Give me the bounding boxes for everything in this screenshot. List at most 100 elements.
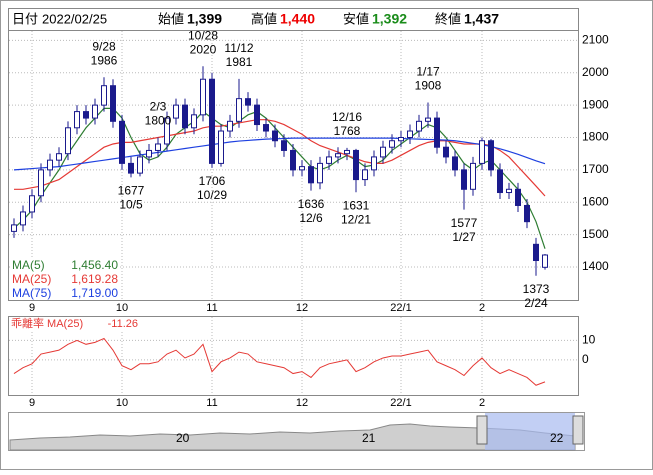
date: 2022/02/25 xyxy=(42,11,107,26)
x-tick-label: 2 xyxy=(479,302,485,314)
candle-body xyxy=(443,146,449,158)
deviation-line xyxy=(13,337,546,386)
annotation-date: 12/6 xyxy=(299,211,323,225)
candle-body xyxy=(317,162,323,184)
candle-body xyxy=(173,104,179,119)
annotation-value: 1768 xyxy=(334,124,361,138)
candle-body xyxy=(200,78,206,116)
candle-body xyxy=(74,111,80,129)
candle-body xyxy=(101,85,107,106)
candle-body xyxy=(128,162,134,174)
annotation-value: 1577 xyxy=(451,216,478,230)
candle-body xyxy=(524,204,530,223)
low: 1,392 xyxy=(372,11,407,27)
navigator-selection xyxy=(485,413,575,450)
annotation-value: 1986 xyxy=(91,53,118,67)
navigator-label: 22 xyxy=(550,431,564,445)
candle-body xyxy=(29,195,35,213)
deviation-panel xyxy=(8,316,579,396)
open-label: 始値 xyxy=(158,11,184,26)
y-tick-label: 0 xyxy=(582,352,589,366)
x-tick-label: 2 xyxy=(479,397,485,409)
navigator-handle-right[interactable] xyxy=(572,415,584,445)
annotation-date: 2/24 xyxy=(524,296,548,310)
candle-body xyxy=(209,78,215,164)
date-label: 日付 xyxy=(12,11,38,26)
candle-body xyxy=(407,130,413,138)
candle-body xyxy=(353,149,359,181)
annotation-value: 1636 xyxy=(298,197,325,211)
ma-line xyxy=(13,107,546,249)
candle-body xyxy=(371,156,377,171)
annotation-date: 12/16 xyxy=(332,110,362,124)
candle-body xyxy=(398,136,404,142)
high-label: 高値 xyxy=(251,11,277,26)
candle-body xyxy=(290,149,296,171)
legend-name: MA(75) xyxy=(12,286,51,300)
candle-body xyxy=(11,224,17,232)
candle-body xyxy=(488,140,494,171)
low-label: 安値 xyxy=(343,11,369,26)
annotation-date: 2/3 xyxy=(150,100,167,114)
candle-body xyxy=(83,111,89,119)
candle-body xyxy=(191,114,197,129)
annotation-value: 1706 xyxy=(199,174,226,188)
navigator-label: 21 xyxy=(362,431,376,445)
y-tick-label: 10 xyxy=(582,333,596,347)
annotation-date: 10/28 xyxy=(188,28,218,42)
close-label: 終値 xyxy=(435,11,461,26)
y-tick-label: 1500 xyxy=(582,227,609,241)
candle-body xyxy=(164,117,170,145)
x-tick-label: 10 xyxy=(116,302,128,314)
x-tick-label: 11 xyxy=(206,397,217,409)
panel-title: 乖離率 MA(25) xyxy=(11,316,83,330)
candle-body xyxy=(308,166,314,184)
annotation-date: 12/21 xyxy=(341,212,371,226)
annotation-date: 1/17 xyxy=(416,65,440,79)
legend-value: 1,719.00 xyxy=(71,286,118,300)
candle-body xyxy=(155,143,161,151)
annotation-value: 1981 xyxy=(226,55,253,69)
candle-body xyxy=(515,188,521,206)
candle-body xyxy=(470,162,476,190)
annotation-value: 2020 xyxy=(190,42,217,56)
candle-body xyxy=(272,130,278,142)
price-panel xyxy=(8,30,579,301)
candle-body xyxy=(47,159,53,171)
annotation-date: 11/12 xyxy=(224,41,253,55)
candle-body xyxy=(65,127,71,155)
ma-line xyxy=(13,137,546,171)
candle-body xyxy=(362,169,368,181)
candle-body xyxy=(146,149,152,158)
y-tick-label: 1400 xyxy=(582,259,609,273)
x-tick-label: 22/1 xyxy=(390,397,411,409)
candle-body xyxy=(92,104,98,119)
panel-value: -11.26 xyxy=(108,318,138,330)
x-tick-label: 12 xyxy=(296,397,308,409)
candle-body xyxy=(245,98,251,106)
candle-body xyxy=(461,169,467,190)
candle-body xyxy=(20,211,26,226)
x-tick-label: 11 xyxy=(206,302,217,314)
annotation-date: 10/29 xyxy=(197,188,227,202)
candle-body xyxy=(326,156,332,164)
candle-body xyxy=(335,153,341,158)
candle-body xyxy=(110,85,116,122)
candle-body xyxy=(506,188,512,194)
annotation-date: 9/28 xyxy=(92,39,116,53)
high: 1,440 xyxy=(280,11,315,27)
candle-body xyxy=(416,120,422,132)
candle-body xyxy=(227,120,233,132)
candle-body xyxy=(182,104,188,129)
annotation-value: 1800 xyxy=(145,114,172,128)
annotation-date: 1/27 xyxy=(452,230,476,244)
navigator-handle-left[interactable] xyxy=(476,415,488,445)
y-tick-label: 1900 xyxy=(582,97,609,111)
candle-body xyxy=(119,120,125,164)
candle-body xyxy=(299,166,305,171)
candle-body xyxy=(56,153,62,161)
candle-body xyxy=(425,117,431,122)
y-tick-label: 1700 xyxy=(582,162,609,176)
